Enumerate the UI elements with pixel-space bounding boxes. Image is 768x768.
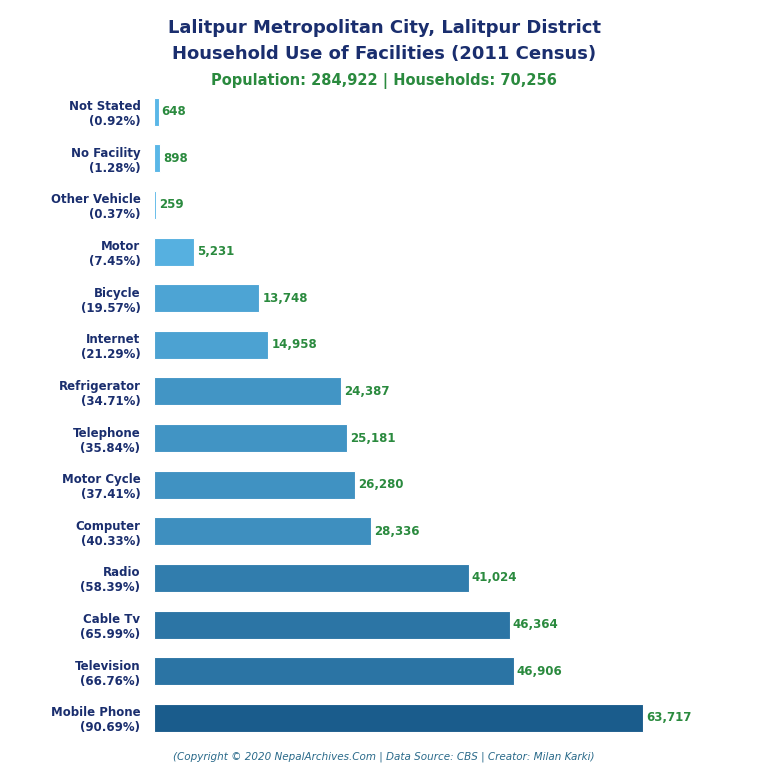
Bar	[154, 611, 510, 638]
Bar	[154, 144, 161, 172]
Bar	[154, 331, 269, 359]
Text: 63,717: 63,717	[646, 711, 691, 724]
Bar	[154, 471, 356, 498]
Bar	[154, 98, 158, 126]
Text: 898: 898	[164, 152, 188, 165]
Text: 28,336: 28,336	[374, 525, 420, 538]
Text: 46,906: 46,906	[517, 664, 563, 677]
Text: Population: 284,922 | Households: 70,256: Population: 284,922 | Households: 70,256	[211, 73, 557, 89]
Bar	[154, 237, 194, 266]
Text: 13,748: 13,748	[262, 292, 308, 305]
Bar	[154, 191, 156, 219]
Text: 259: 259	[159, 198, 184, 211]
Text: (Copyright © 2020 NepalArchives.Com | Data Source: CBS | Creator: Milan Karki): (Copyright © 2020 NepalArchives.Com | Da…	[174, 751, 594, 762]
Bar	[154, 564, 468, 592]
Text: 26,280: 26,280	[359, 478, 404, 492]
Text: 25,181: 25,181	[350, 432, 396, 445]
Text: 46,364: 46,364	[513, 618, 558, 631]
Text: 648: 648	[161, 105, 187, 118]
Bar	[154, 518, 371, 545]
Text: Household Use of Facilities (2011 Census): Household Use of Facilities (2011 Census…	[172, 45, 596, 62]
Bar	[154, 703, 643, 732]
Text: 24,387: 24,387	[344, 385, 389, 398]
Text: 5,231: 5,231	[197, 245, 234, 258]
Text: 14,958: 14,958	[272, 338, 317, 351]
Bar	[154, 377, 341, 406]
Text: 41,024: 41,024	[472, 571, 517, 584]
Bar	[154, 424, 347, 452]
Text: Lalitpur Metropolitan City, Lalitpur District: Lalitpur Metropolitan City, Lalitpur Dis…	[167, 19, 601, 37]
Bar	[154, 657, 514, 685]
Bar	[154, 284, 259, 312]
